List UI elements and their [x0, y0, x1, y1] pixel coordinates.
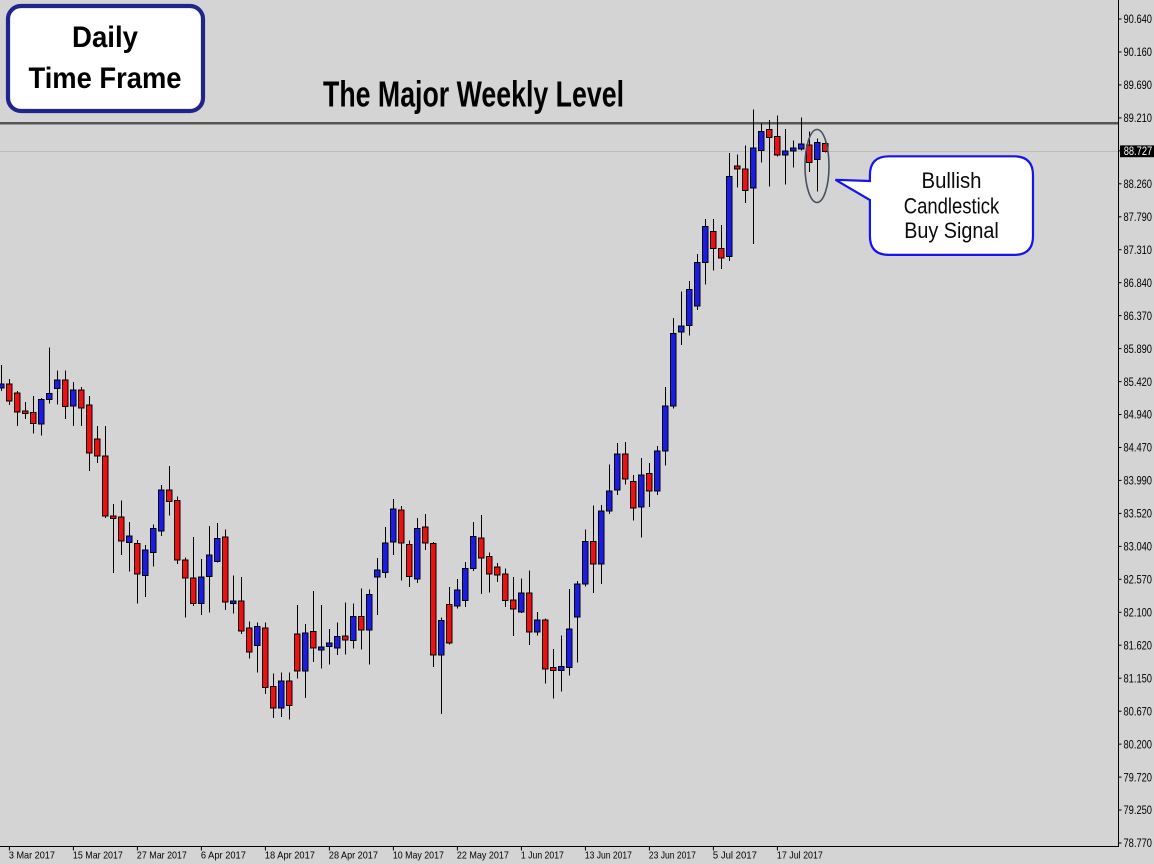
svg-text:90.640: 90.640	[1124, 14, 1153, 26]
svg-text:22 May 2017: 22 May 2017	[457, 851, 509, 862]
svg-text:Bullish: Bullish	[922, 168, 982, 193]
svg-text:Daily: Daily	[72, 21, 138, 54]
svg-text:Time Frame: Time Frame	[29, 62, 182, 95]
svg-text:84.470: 84.470	[1124, 443, 1153, 455]
svg-text:89.210: 89.210	[1124, 113, 1153, 125]
svg-text:81.150: 81.150	[1124, 673, 1153, 685]
svg-text:18 Apr 2017: 18 Apr 2017	[265, 851, 315, 862]
svg-text:Buy Signal: Buy Signal	[904, 218, 999, 243]
svg-text:Candlestick: Candlestick	[904, 193, 1000, 218]
svg-text:83.990: 83.990	[1124, 476, 1153, 488]
svg-text:83.040: 83.040	[1124, 542, 1153, 554]
svg-text:83.520: 83.520	[1124, 509, 1153, 521]
svg-text:6 Apr 2017: 6 Apr 2017	[201, 851, 246, 862]
svg-text:15 Mar 2017: 15 Mar 2017	[73, 851, 123, 862]
svg-text:81.620: 81.620	[1124, 640, 1153, 652]
svg-text:82.570: 82.570	[1124, 575, 1153, 587]
svg-text:78.770: 78.770	[1124, 838, 1153, 850]
svg-text:1 Jun 2017: 1 Jun 2017	[521, 851, 564, 862]
svg-text:85.890: 85.890	[1124, 344, 1153, 356]
svg-text:The Major Weekly Level: The Major Weekly Level	[323, 74, 624, 115]
svg-text:85.420: 85.420	[1124, 377, 1153, 389]
svg-text:13 Jun 2017: 13 Jun 2017	[585, 851, 632, 862]
svg-text:86.840: 86.840	[1124, 278, 1153, 290]
svg-text:10 May 2017: 10 May 2017	[393, 851, 444, 862]
svg-text:23 Jun 2017: 23 Jun 2017	[649, 851, 696, 862]
svg-text:79.250: 79.250	[1124, 805, 1153, 817]
svg-text:3 Mar 2017: 3 Mar 2017	[9, 851, 55, 862]
svg-text:80.670: 80.670	[1124, 706, 1153, 718]
svg-text:28 Apr 2017: 28 Apr 2017	[329, 851, 378, 862]
svg-text:88.260: 88.260	[1124, 179, 1153, 191]
svg-text:90.160: 90.160	[1124, 47, 1153, 59]
svg-text:82.100: 82.100	[1124, 608, 1153, 620]
svg-text:84.940: 84.940	[1124, 410, 1153, 422]
svg-text:17 Jul 2017: 17 Jul 2017	[777, 851, 823, 862]
svg-text:27 Mar 2017: 27 Mar 2017	[137, 851, 187, 862]
svg-text:80.200: 80.200	[1124, 739, 1153, 751]
svg-text:79.720: 79.720	[1124, 772, 1153, 784]
svg-text:87.310: 87.310	[1124, 245, 1153, 257]
svg-text:86.370: 86.370	[1124, 311, 1153, 323]
svg-text:5 Jul 2017: 5 Jul 2017	[713, 851, 757, 862]
svg-text:89.690: 89.690	[1124, 80, 1153, 92]
svg-text:87.790: 87.790	[1124, 212, 1153, 224]
svg-text:88.727: 88.727	[1124, 146, 1153, 158]
